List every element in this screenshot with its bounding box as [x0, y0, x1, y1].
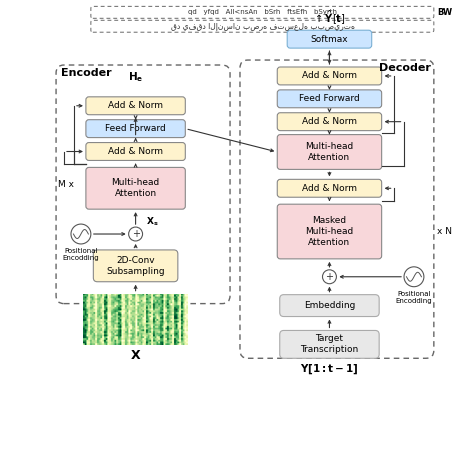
- Text: qd   yfqd   All<nsAn   bSrh   ftsEfh   bSyrth: qd yfqd All<nsAn bSrh ftsEfh bSyrth: [188, 9, 337, 15]
- FancyBboxPatch shape: [277, 113, 382, 131]
- FancyBboxPatch shape: [277, 135, 382, 169]
- Text: Multi-head
Attention: Multi-head Attention: [305, 142, 354, 162]
- FancyBboxPatch shape: [86, 97, 185, 115]
- Text: $\mathbf{H_e}$: $\mathbf{H_e}$: [128, 70, 143, 84]
- Text: Feed Forward: Feed Forward: [105, 124, 166, 133]
- Text: Decoder: Decoder: [379, 63, 431, 73]
- Text: $\uparrow\hat{\mathbf{Y}}[\mathbf{t}]$: $\uparrow\hat{\mathbf{Y}}[\mathbf{t}]$: [313, 9, 346, 27]
- FancyBboxPatch shape: [277, 90, 382, 108]
- Text: M x: M x: [58, 180, 74, 189]
- Text: Target
Transcription: Target Transcription: [301, 334, 358, 355]
- Text: $\mathbf{X}$: $\mathbf{X}$: [130, 349, 141, 362]
- Text: Add & Norm: Add & Norm: [302, 184, 357, 193]
- FancyBboxPatch shape: [86, 167, 185, 209]
- FancyBboxPatch shape: [277, 67, 382, 85]
- Text: Add & Norm: Add & Norm: [302, 117, 357, 126]
- Text: $\mathbf{X_s}$: $\mathbf{X_s}$: [146, 216, 158, 228]
- FancyBboxPatch shape: [93, 250, 178, 282]
- Text: x N: x N: [437, 227, 452, 236]
- Text: Positional
Encodding: Positional Encodding: [396, 291, 432, 304]
- Text: Masked
Multi-head
Attention: Masked Multi-head Attention: [305, 216, 354, 247]
- FancyBboxPatch shape: [277, 179, 382, 197]
- Text: Positional
Encodding: Positional Encodding: [63, 248, 99, 261]
- Text: Multi-head
Attention: Multi-head Attention: [111, 178, 160, 198]
- FancyBboxPatch shape: [277, 204, 382, 259]
- Text: 2D-Conv
Subsampling: 2D-Conv Subsampling: [106, 256, 165, 276]
- Text: Feed Forward: Feed Forward: [299, 94, 360, 103]
- Text: Add & Norm: Add & Norm: [108, 147, 163, 156]
- Text: Add & Norm: Add & Norm: [302, 72, 357, 81]
- Text: +: +: [132, 229, 140, 239]
- Text: Encoder: Encoder: [61, 68, 112, 78]
- FancyBboxPatch shape: [86, 120, 185, 137]
- Text: Add & Norm: Add & Norm: [108, 101, 163, 110]
- FancyBboxPatch shape: [280, 330, 379, 358]
- Text: Embedding: Embedding: [304, 301, 355, 310]
- Text: $\mathbf{Y[1:t-1]}$: $\mathbf{Y[1:t-1]}$: [300, 362, 359, 376]
- Text: قد يفقد الإنسان بصره فتسعله ببصيرته: قد يفقد الإنسان بصره فتسعله ببصيرته: [171, 22, 355, 31]
- Text: BW: BW: [437, 8, 452, 17]
- FancyBboxPatch shape: [86, 143, 185, 161]
- FancyBboxPatch shape: [280, 295, 379, 317]
- Text: Softmax: Softmax: [310, 35, 348, 44]
- FancyBboxPatch shape: [287, 30, 372, 48]
- Text: +: +: [326, 272, 333, 282]
